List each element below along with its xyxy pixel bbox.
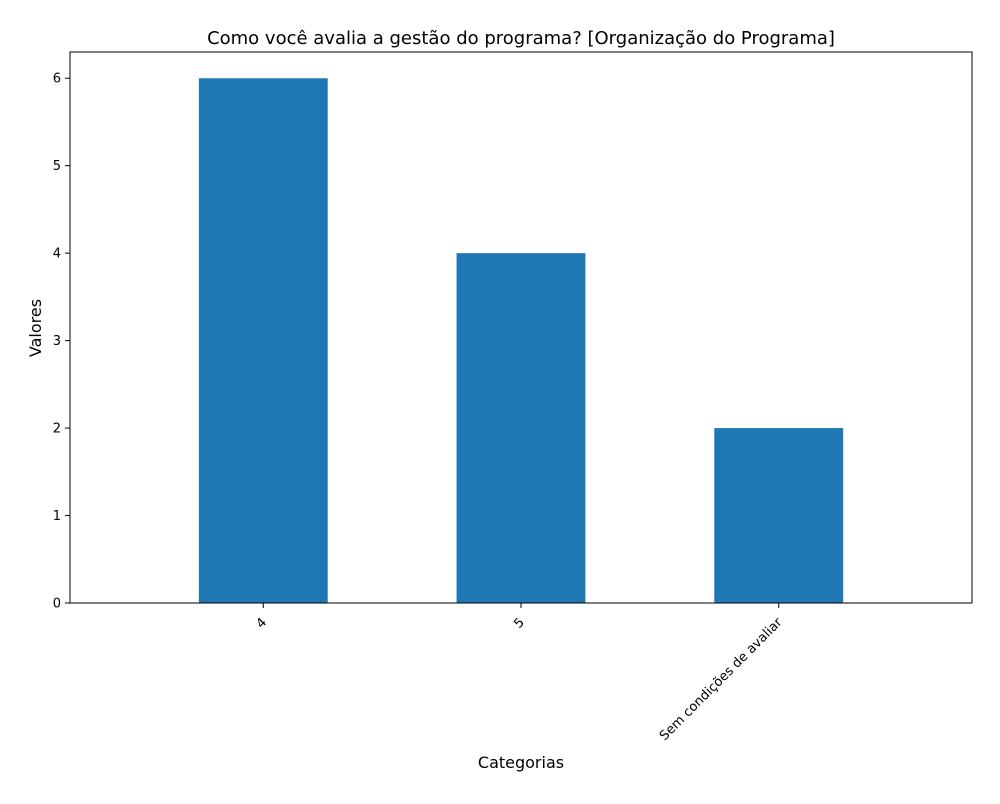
x-axis: 4 5 Sem condições de avaliar <box>254 603 786 744</box>
y-tick-label-2: 2 <box>53 422 61 437</box>
x-axis-label: Categorias <box>478 753 564 772</box>
y-tick-label-5: 5 <box>53 159 61 174</box>
bar-0 <box>198 78 328 604</box>
bar-1 <box>456 253 586 603</box>
y-tick-label-4: 4 <box>53 247 61 262</box>
x-tick-label-0: 4 <box>254 615 270 631</box>
bar-2 <box>714 428 844 603</box>
x-tick-label-2: Sem condições de avaliar <box>657 615 786 744</box>
y-tick-label-6: 6 <box>53 72 61 87</box>
y-tick-label-0: 0 <box>53 597 61 612</box>
x-tick-label-1: 5 <box>511 615 527 631</box>
y-axis-label: Valores <box>26 299 45 357</box>
y-tick-label-1: 1 <box>53 509 61 524</box>
plot-area <box>198 78 844 604</box>
chart-title: Como você avalia a gestão do programa? [… <box>207 28 835 49</box>
y-tick-label-3: 3 <box>53 334 61 349</box>
y-axis: 0 1 2 3 4 5 6 <box>53 72 70 612</box>
